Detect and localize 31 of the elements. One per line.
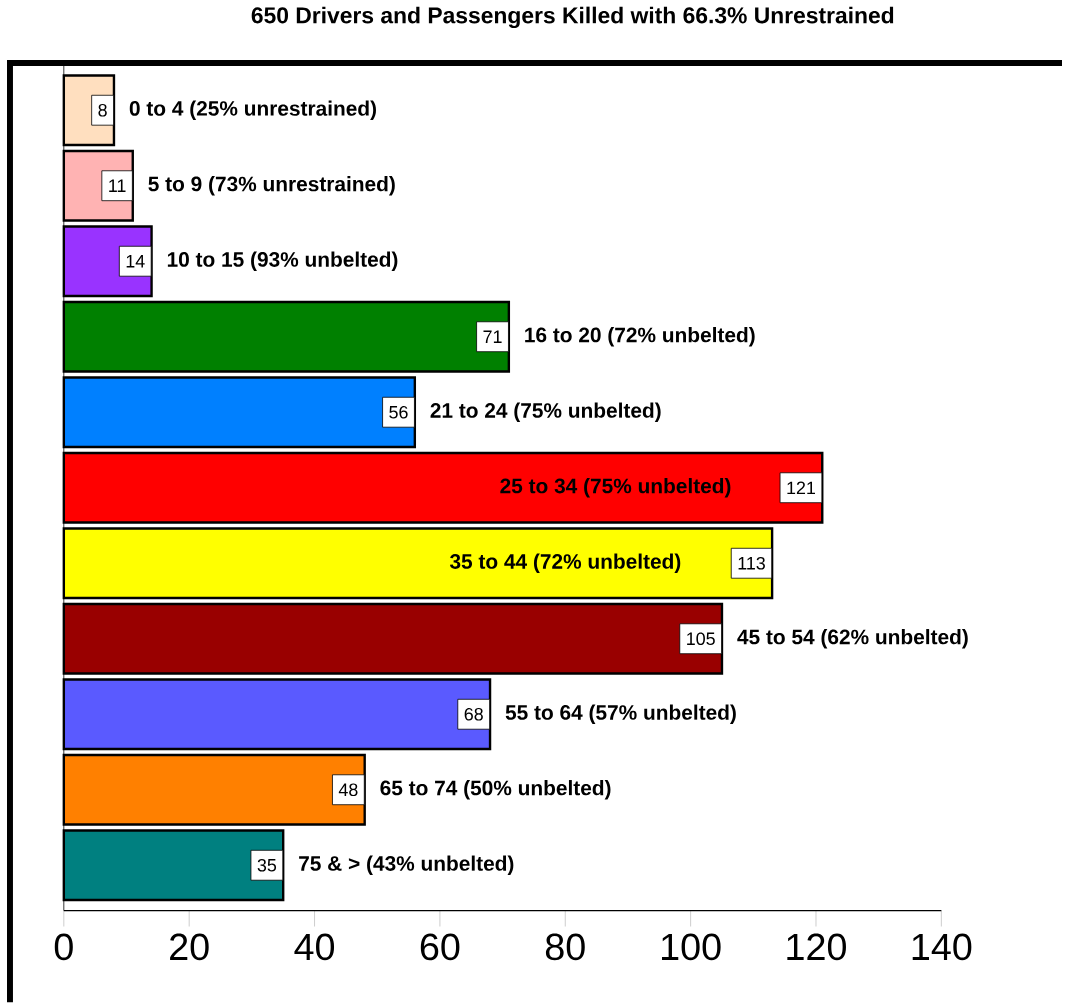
chart-title: 650 Drivers and Passengers Killed with 66.3% Unrestrained [251, 6, 894, 28]
y-tick-label: 10 to 15 (93% unbelted) [167, 251, 398, 271]
x-tick-label: 20 [170, 933, 209, 961]
data-label: 48 [338, 783, 358, 796]
y-tick-label: 65 to 74 (50% unbelted) [380, 779, 611, 800]
x-tick-label: 60 [420, 933, 460, 961]
data-label: 105 [687, 632, 715, 645]
data-label: 68 [464, 707, 483, 721]
y-tick-label: 25 to 34 (75% unbelted) [500, 477, 731, 498]
x-tick-label: 140 [912, 933, 972, 961]
data-label: 8 [98, 103, 107, 117]
data-label: 113 [738, 556, 765, 570]
y-tick-label: 35 to 44 (72% unbelted) [449, 553, 681, 573]
data-label: 71 [483, 330, 502, 343]
x-tick-label: 80 [545, 933, 585, 961]
data-label: 121 [787, 481, 815, 494]
y-tick-label: 0 to 4 (25% unrestrained) [129, 100, 376, 120]
y-tick-label: 5 to 9 (73% unrestrained) [148, 175, 395, 196]
y-tick-label: 16 to 20 (72% unbelted) [525, 326, 755, 347]
x-tick-label: 40 [294, 933, 335, 961]
y-tick-label: 75 & > (43% unbelted) [299, 855, 514, 875]
data-label: 56 [389, 405, 408, 419]
data-label: 11 [109, 179, 126, 192]
data-label: 14 [126, 254, 145, 268]
data-label: 35 [257, 858, 277, 872]
x-tick-label: 0 [54, 933, 73, 961]
y-tick-label: 21 to 24 (75% unbelted) [430, 402, 661, 422]
x-tick-label: 100 [662, 933, 721, 961]
y-tick-label: 55 to 64 (57% unbelted) [505, 704, 736, 724]
y-tick-label: 45 to 54 (62% unbelted) [737, 628, 968, 649]
x-tick-label: 120 [787, 933, 846, 961]
